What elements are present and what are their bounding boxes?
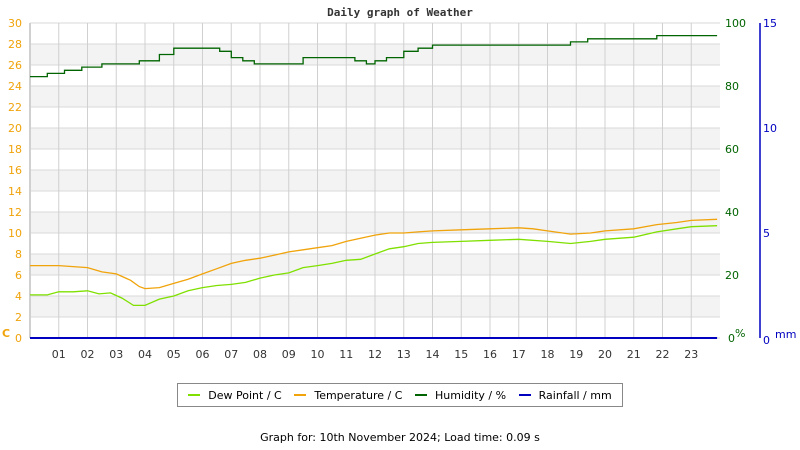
x-tick-label: 07 (224, 348, 238, 361)
rainfall-tick-label: 10 (763, 122, 777, 135)
y-tick-label: 2 (15, 311, 22, 324)
legend-label: Dew Point / C (208, 388, 282, 402)
graph-footer: Graph for: 10th November 2024; Load time… (260, 431, 540, 444)
legend-label: Humidity / % (435, 388, 507, 402)
x-tick-label: 14 (426, 348, 440, 361)
legend-label: Rainfall / mm (538, 388, 612, 402)
x-tick-label: 03 (109, 348, 123, 361)
rainfall-tick-label: 0 (763, 334, 770, 347)
y-tick-label: 4 (15, 290, 22, 303)
x-tick-label: 16 (483, 348, 497, 361)
y-tick-label: 12 (8, 206, 22, 219)
left-axis-unit: C (2, 327, 10, 340)
x-tick-label: 05 (167, 348, 181, 361)
y-tick-label: 18 (8, 143, 22, 156)
temperature-swatch-icon (294, 394, 307, 396)
dew-point-line (30, 225, 718, 307)
x-tick-label: 04 (138, 348, 152, 361)
y-tick-label: 0 (15, 332, 22, 345)
humidity-tick-label: 60 (725, 143, 739, 156)
x-tick-label: 15 (454, 348, 468, 361)
y-tick-label: 14 (8, 185, 22, 198)
humidity-tick-label: 100 (725, 17, 746, 30)
chart-title: Daily graph of Weather (327, 6, 473, 19)
humidity-tick-label: 20 (725, 269, 739, 282)
y-tick-label: 8 (15, 248, 22, 261)
humidity-tick-label: 0 (728, 332, 735, 345)
dew-point-swatch-icon (188, 394, 201, 396)
humidity-line (30, 34, 718, 78)
x-tick-label: 01 (52, 348, 66, 361)
rainfall-tick-label: 5 (763, 227, 770, 240)
x-tick-label: 09 (282, 348, 296, 361)
legend-item-dew-point: Dew Point / C (188, 388, 282, 402)
legend-label: Temperature / C (314, 388, 403, 402)
x-tick-label: 13 (397, 348, 411, 361)
y-tick-label: 10 (8, 227, 22, 240)
x-tick-label: 20 (598, 348, 612, 361)
humidity-tick-label: 80 (725, 80, 739, 93)
x-tick-label: 06 (196, 348, 210, 361)
legend-item-humidity: Humidity / % (415, 389, 506, 402)
rainfall-axis-unit: mm (775, 328, 796, 341)
rainfall-tick-label: 15 (763, 17, 777, 30)
humidity-swatch-icon (415, 394, 428, 396)
rainfall-swatch-icon (518, 394, 531, 396)
y-tick-label: 28 (8, 38, 22, 51)
legend-item-temperature: Temperature / C (294, 389, 402, 402)
y-tick-label: 30 (8, 17, 22, 30)
humidity-tick-label: 40 (725, 206, 739, 219)
x-tick-label: 02 (81, 348, 95, 361)
x-tick-label: 12 (368, 348, 382, 361)
temperature-line (30, 218, 718, 290)
y-tick-label: 26 (8, 59, 22, 72)
x-tick-label: 10 (311, 348, 325, 361)
chart-plot: 01 02 03 04 05 06 07 08 09 10 11 12 13 14 15 16 17 18 19 20… (2, 17, 796, 361)
x-tick-label: 22 (656, 348, 670, 361)
x-tick-label: 21 (627, 348, 641, 361)
x-tick-label: 17 (512, 348, 526, 361)
x-tick-label: 19 (569, 348, 583, 361)
y-tick-label: 24 (8, 80, 22, 93)
humidity-axis-unit: % (735, 327, 745, 340)
y-tick-label: 22 (8, 101, 22, 114)
x-tick-label: 11 (339, 348, 353, 361)
chart-legend: Dew Point / C Temperature / C Humidity /… (177, 383, 623, 407)
y-tick-label: 6 (15, 269, 22, 282)
x-tick-label: 08 (253, 348, 267, 361)
x-tick-label: 18 (541, 348, 555, 361)
x-tick-label: 23 (684, 348, 698, 361)
y-tick-label: 16 (8, 164, 22, 177)
y-tick-label: 20 (8, 122, 22, 135)
legend-item-rainfall: Rainfall / mm (518, 388, 612, 402)
